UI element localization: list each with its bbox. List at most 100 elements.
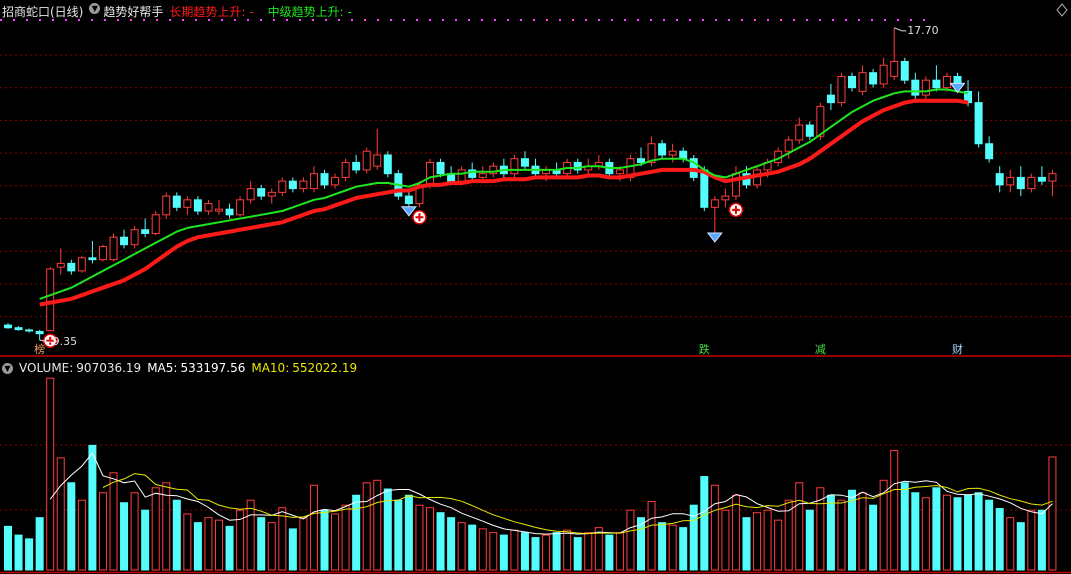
volume-value: 907036.19 (76, 361, 142, 375)
extreme-leader (894, 27, 907, 32)
volume-bar (120, 502, 129, 571)
volume-bar (1027, 509, 1036, 571)
candle-body (911, 79, 920, 96)
volume-bar (784, 499, 793, 571)
volume-bar (341, 504, 350, 571)
volume-bar (204, 517, 213, 571)
ma-legend-entry: MA5: 533197.56 (147, 361, 245, 375)
volume-bar (1048, 456, 1057, 571)
volume-bar (689, 504, 698, 571)
volume-bar (658, 522, 667, 571)
volume-bar (309, 484, 318, 571)
candle-body (489, 165, 498, 175)
ma-line (102, 473, 1053, 535)
volume-bar (172, 499, 181, 571)
volume-bar (668, 524, 677, 571)
ma-name: MA10: (251, 361, 290, 375)
candle-body (1027, 176, 1036, 190)
candle-body (246, 188, 255, 201)
volume-bar (700, 476, 709, 571)
volume-bar (510, 529, 519, 571)
volume-bar (236, 509, 245, 571)
volume-bar (731, 494, 740, 571)
volume-bar (352, 494, 361, 571)
candle-body (35, 330, 44, 335)
ma-legend: MA5: 533197.56 MA10: 552022.19 (147, 361, 357, 375)
buy-signal-cross (415, 213, 424, 222)
volume-bar (67, 482, 76, 571)
event-label: 财 (952, 342, 963, 356)
candle-body (151, 214, 160, 234)
volume-bar (869, 504, 878, 571)
buy-signal (412, 210, 427, 225)
candle-body (25, 329, 34, 332)
volume-bar (225, 525, 234, 571)
buy-signal-cross (731, 205, 740, 214)
candle-body (183, 199, 192, 208)
candle-body (56, 262, 65, 268)
volume-readout: VOLUME: 907036.19 (19, 361, 141, 375)
volume-bar (573, 537, 582, 571)
extreme-leader (39, 339, 52, 343)
corner-icon[interactable] (1056, 3, 1068, 17)
candle-body (120, 236, 129, 246)
volume-bar (415, 504, 424, 571)
candle-body (46, 268, 55, 332)
volume-bar (299, 517, 308, 571)
candle-body (278, 180, 287, 193)
volume-bar (14, 534, 23, 571)
indicator-label: 趋势好帮手 (103, 5, 164, 19)
collapse-icon[interactable]: ▼ (2, 362, 13, 374)
indicator-name[interactable]: ▼ 趋势好帮手 (89, 3, 163, 20)
diamond-signal (949, 82, 966, 94)
candle-body (383, 154, 392, 175)
extreme-label: 17.70 (907, 24, 939, 37)
volume-bar (331, 513, 340, 571)
volume-bar (4, 525, 12, 571)
candle-body (162, 195, 171, 216)
candle-body (193, 199, 202, 212)
candle-body (320, 173, 329, 186)
candle-body (98, 246, 107, 261)
volume-bar (151, 487, 160, 571)
ma-line (49, 451, 1053, 535)
volume-bar (964, 494, 973, 571)
event-label: 减 (815, 343, 826, 356)
candle-body (341, 161, 350, 178)
event-label: 榜 (34, 342, 45, 356)
candle-body (1037, 176, 1046, 182)
volume-bar (98, 492, 107, 571)
diamond-signal (706, 232, 723, 243)
volume-bar (921, 497, 930, 571)
volume-bar (35, 517, 44, 571)
volume-bar (109, 472, 118, 571)
candle-body (404, 195, 413, 205)
candle-body (710, 199, 719, 208)
volume-bar (879, 479, 888, 571)
candle-body (995, 173, 1004, 186)
candle-body (942, 75, 951, 89)
candle-body (510, 158, 519, 175)
candle-body (172, 195, 181, 208)
candle-body (225, 208, 234, 216)
candle-body (879, 64, 888, 85)
volume-bar (584, 532, 593, 571)
collapse-icon[interactable]: ▼ (89, 3, 101, 14)
candle-body (837, 75, 846, 104)
candle-body (204, 203, 213, 212)
ma-name: MA5: (147, 361, 178, 375)
trend-line (39, 88, 969, 300)
candle-body (637, 158, 645, 163)
volume-bar (826, 494, 835, 571)
volume-bar (816, 487, 825, 571)
volume-bar (795, 482, 804, 571)
candle-body (1006, 176, 1015, 186)
volume-bar (499, 534, 508, 571)
volume-bar (215, 519, 223, 571)
volume-bar (447, 517, 456, 571)
volume-bar (278, 507, 287, 571)
candle-body (215, 208, 223, 212)
volume-bar (848, 489, 856, 571)
candle-body (426, 161, 434, 186)
